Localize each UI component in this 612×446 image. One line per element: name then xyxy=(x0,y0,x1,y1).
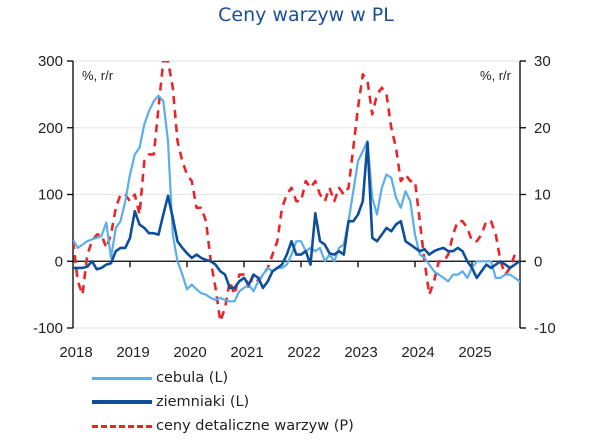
gridlines xyxy=(73,60,520,329)
right-axis-tick-label: 20 xyxy=(534,120,551,137)
legend-swatch-ziemniaki xyxy=(92,400,152,404)
right-unit-label: %, r/r xyxy=(480,68,512,83)
legend-label-ziemniaki: ziemniaki (L) xyxy=(156,394,250,410)
legend: cebula (L) ziemniaki (L) ceny detaliczne… xyxy=(92,366,354,438)
legend-label-cebula: cebula (L) xyxy=(156,370,229,386)
legend-item-cebula: cebula (L) xyxy=(92,366,354,390)
x-axis-tick-label: 2023 xyxy=(344,344,377,361)
left-axis-tick-label: 200 xyxy=(38,120,63,137)
left-axis-tick-label: -100 xyxy=(33,320,63,337)
axes xyxy=(67,60,526,329)
legend-swatch-cebula xyxy=(92,376,152,380)
right-axis-tick-label: 30 xyxy=(534,53,551,70)
legend-label-ceny-detaliczne: ceny detaliczne warzyw (P) xyxy=(156,418,354,434)
x-axis-tick-label: 2024 xyxy=(401,344,434,361)
legend-item-ziemniaki: ziemniaki (L) xyxy=(92,390,354,414)
x-axis-tick-label: 2019 xyxy=(116,344,149,361)
series-line-1 xyxy=(73,141,520,290)
x-axis-tick-label: 2018 xyxy=(59,344,92,361)
left-axis-tick-label: 300 xyxy=(38,53,63,70)
x-axis-tick-label: 2025 xyxy=(458,344,491,361)
x-axis-tick-label: 2022 xyxy=(287,344,320,361)
left-unit-label: %, r/r xyxy=(82,68,114,83)
chart-title: Ceny warzyw w PL xyxy=(218,4,394,26)
legend-item-ceny-detaliczne: ceny detaliczne warzyw (P) xyxy=(92,414,354,438)
right-axis-tick-label: 0 xyxy=(534,253,542,270)
series-lines xyxy=(73,61,520,323)
left-axis-tick-label: 0 xyxy=(55,253,63,270)
left-axis-tick-label: 100 xyxy=(38,187,63,204)
x-axis-tick-label: 2021 xyxy=(230,344,263,361)
x-axis-tick-label: 2020 xyxy=(173,344,206,361)
series-line-0 xyxy=(73,94,520,303)
right-axis-tick-label: -10 xyxy=(534,320,556,337)
legend-swatch-ceny-detaliczne xyxy=(92,424,152,428)
right-axis-tick-label: 10 xyxy=(534,187,551,204)
